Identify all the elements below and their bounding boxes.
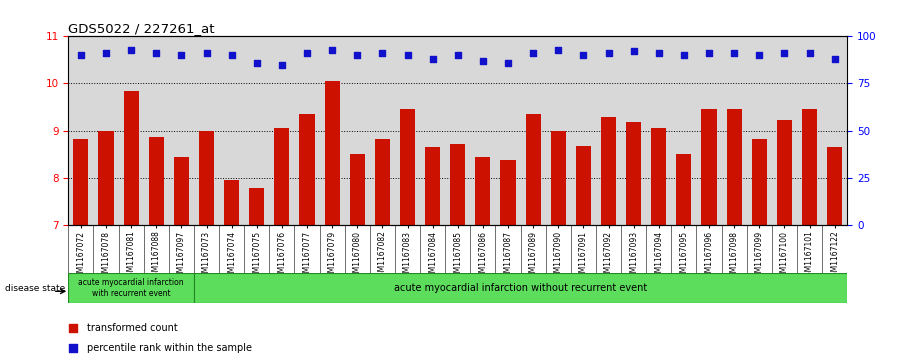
Bar	[324, 81, 340, 225]
Point	[174, 52, 189, 58]
Point	[752, 52, 766, 58]
Point	[200, 50, 214, 56]
Point	[701, 50, 716, 56]
Point	[827, 56, 842, 62]
Bar	[350, 154, 364, 225]
Bar	[425, 147, 440, 225]
Point	[551, 46, 566, 52]
Bar	[626, 122, 641, 225]
Bar	[450, 144, 466, 225]
Bar	[250, 188, 264, 225]
Bar	[676, 154, 691, 225]
Text: acute myocardial infarction
with recurrent event: acute myocardial infarction with recurre…	[78, 278, 184, 298]
Point	[300, 50, 314, 56]
Bar	[174, 157, 189, 225]
Bar	[476, 157, 490, 225]
Point	[501, 60, 516, 66]
Point	[250, 60, 264, 66]
Bar	[224, 180, 240, 225]
Bar	[551, 131, 566, 225]
Point	[601, 50, 616, 56]
Bar	[74, 139, 88, 225]
Bar	[400, 110, 415, 225]
Bar	[526, 114, 541, 225]
Point	[350, 52, 364, 58]
Point	[526, 50, 540, 56]
Bar	[199, 131, 214, 225]
Point	[74, 52, 88, 58]
Point	[98, 50, 113, 56]
Point	[576, 52, 590, 58]
Bar	[777, 120, 792, 225]
Point	[66, 325, 80, 331]
Point	[450, 52, 465, 58]
Point	[66, 346, 80, 351]
Point	[627, 49, 641, 54]
Point	[149, 50, 164, 56]
Point	[375, 50, 390, 56]
Bar	[374, 139, 390, 225]
Text: percentile rank within the sample: percentile rank within the sample	[87, 343, 251, 354]
Point	[274, 62, 289, 68]
Text: GDS5022 / 227261_at: GDS5022 / 227261_at	[68, 22, 215, 35]
Bar	[148, 137, 164, 225]
Bar	[727, 110, 742, 225]
Bar	[124, 91, 138, 225]
Bar	[651, 128, 666, 225]
Bar	[827, 147, 842, 225]
Text: acute myocardial infarction without recurrent event: acute myocardial infarction without recu…	[394, 283, 647, 293]
Bar	[194, 273, 847, 303]
Text: disease state: disease state	[5, 284, 65, 293]
Point	[124, 46, 138, 52]
Bar	[802, 110, 817, 225]
Bar	[601, 118, 616, 225]
Point	[677, 52, 691, 58]
Point	[803, 50, 817, 56]
Point	[651, 50, 666, 56]
Bar	[576, 146, 591, 225]
Bar	[300, 114, 314, 225]
Point	[476, 58, 490, 64]
Point	[727, 50, 742, 56]
Point	[224, 52, 239, 58]
Bar	[274, 128, 290, 225]
Point	[400, 52, 415, 58]
Bar	[68, 273, 194, 303]
Text: transformed count: transformed count	[87, 323, 178, 333]
Point	[425, 56, 440, 62]
Point	[777, 50, 792, 56]
Point	[325, 46, 340, 52]
Bar	[500, 160, 516, 225]
Bar	[98, 131, 114, 225]
Bar	[752, 139, 767, 225]
Bar	[701, 110, 717, 225]
